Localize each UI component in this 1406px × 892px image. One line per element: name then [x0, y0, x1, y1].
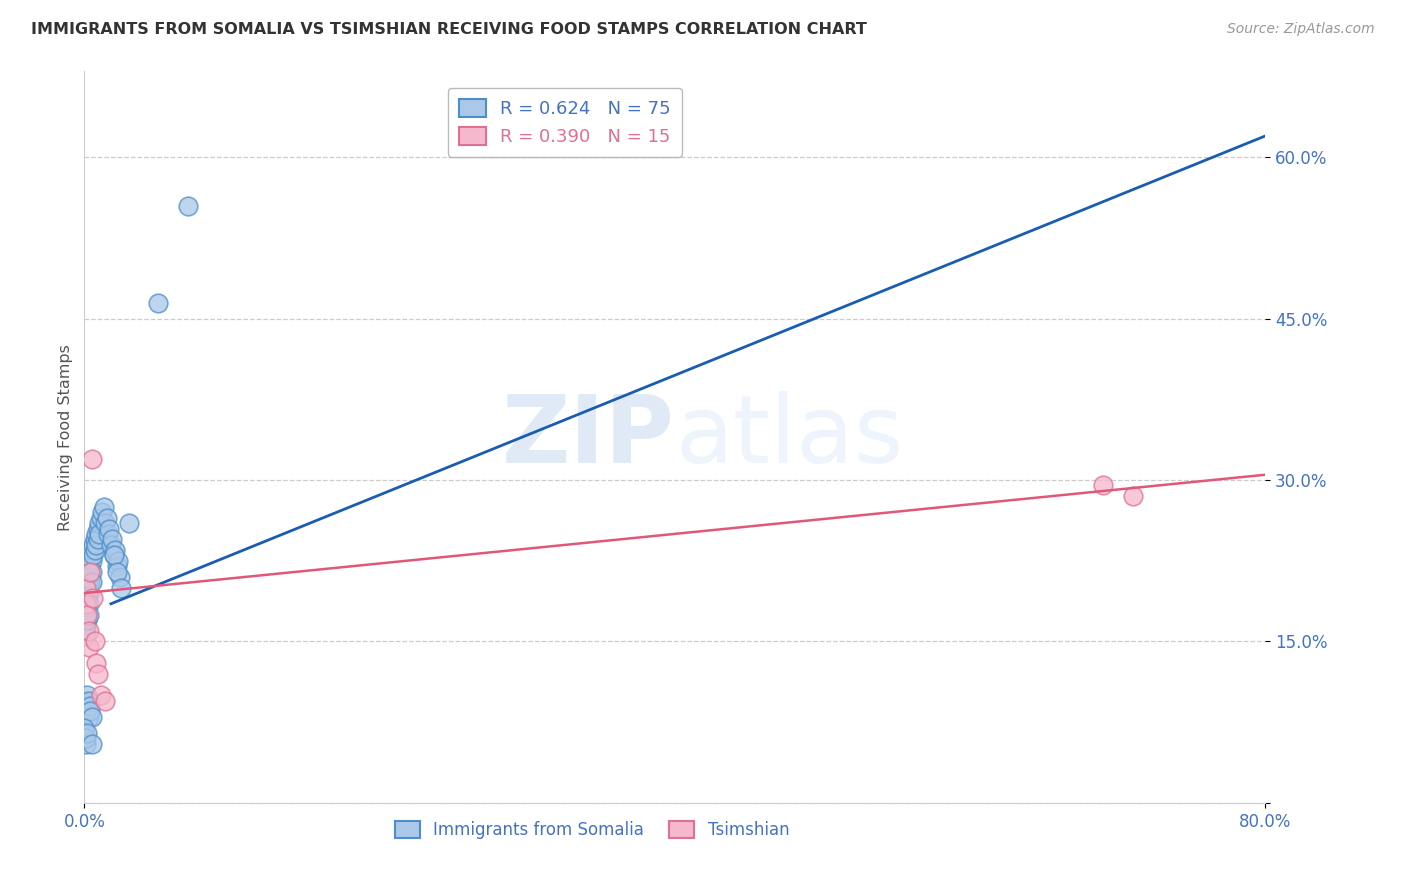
Point — [83, 634, 105, 648]
Point — [84, 656, 107, 670]
Point — [90, 510, 112, 524]
Point — [86, 666, 108, 681]
Point — [118, 516, 141, 530]
Point — [86, 521, 108, 535]
Point — [77, 624, 100, 638]
Point — [80, 575, 103, 590]
Point — [75, 613, 97, 627]
Y-axis label: Receiving Food Stamps: Receiving Food Stamps — [58, 343, 73, 531]
Point — [90, 688, 112, 702]
Point — [76, 607, 98, 622]
Text: Source: ZipAtlas.com: Source: ZipAtlas.com — [1227, 22, 1375, 37]
Point — [105, 559, 128, 574]
Point — [77, 575, 100, 590]
Point — [82, 549, 104, 563]
Point — [87, 516, 111, 530]
Point — [79, 705, 101, 719]
Point — [101, 533, 124, 547]
Text: atlas: atlas — [675, 391, 903, 483]
Point — [84, 527, 107, 541]
Point — [96, 510, 118, 524]
Point — [97, 527, 120, 541]
Point — [177, 199, 200, 213]
Point — [100, 538, 122, 552]
Point — [75, 602, 97, 616]
Point — [76, 607, 98, 622]
Point — [75, 607, 97, 622]
Point — [79, 559, 101, 574]
Point — [75, 737, 97, 751]
Point — [73, 597, 96, 611]
Legend: Immigrants from Somalia, Tsimshian: Immigrants from Somalia, Tsimshian — [388, 814, 796, 846]
Point — [84, 538, 107, 552]
Point — [75, 618, 97, 632]
Point — [75, 698, 97, 713]
Point — [77, 640, 100, 654]
Text: ZIP: ZIP — [502, 391, 675, 483]
Point — [105, 565, 128, 579]
Point — [80, 554, 103, 568]
Point — [75, 693, 97, 707]
Point — [82, 538, 104, 552]
Point — [77, 565, 100, 579]
Point — [110, 581, 132, 595]
Point — [77, 693, 100, 707]
Point — [75, 629, 97, 643]
Point — [103, 549, 125, 563]
Point — [94, 693, 117, 707]
Point — [1092, 478, 1115, 492]
Point — [83, 533, 105, 547]
Point — [80, 565, 103, 579]
Point — [76, 591, 98, 606]
Point — [75, 597, 97, 611]
Point — [79, 698, 101, 713]
Point — [148, 295, 170, 310]
Point — [79, 570, 101, 584]
Point — [79, 549, 101, 563]
Point — [75, 731, 97, 746]
Point — [76, 688, 98, 702]
Point — [80, 710, 103, 724]
Point — [108, 570, 131, 584]
Point — [76, 726, 98, 740]
Point — [77, 554, 100, 568]
Point — [80, 543, 103, 558]
Point — [98, 521, 121, 535]
Point — [104, 543, 127, 558]
Point — [73, 721, 96, 735]
Point — [80, 451, 103, 466]
Point — [75, 597, 97, 611]
Point — [1122, 489, 1144, 503]
Point — [75, 624, 97, 638]
Point — [77, 607, 100, 622]
Point — [76, 613, 98, 627]
Point — [75, 591, 97, 606]
Point — [93, 500, 115, 514]
Point — [76, 559, 98, 574]
Point — [76, 570, 98, 584]
Point — [103, 549, 125, 563]
Point — [91, 505, 114, 519]
Point — [83, 543, 105, 558]
Point — [82, 591, 104, 606]
Point — [107, 554, 129, 568]
Text: IMMIGRANTS FROM SOMALIA VS TSIMSHIAN RECEIVING FOOD STAMPS CORRELATION CHART: IMMIGRANTS FROM SOMALIA VS TSIMSHIAN REC… — [31, 22, 868, 37]
Point — [86, 533, 108, 547]
Point — [77, 597, 100, 611]
Point — [77, 586, 100, 600]
Point — [76, 581, 98, 595]
Point — [76, 597, 98, 611]
Point — [76, 586, 98, 600]
Point — [79, 575, 101, 590]
Point — [80, 737, 103, 751]
Point — [75, 581, 97, 595]
Point — [87, 527, 111, 541]
Point — [77, 710, 100, 724]
Point — [79, 565, 101, 579]
Point — [94, 516, 117, 530]
Point — [76, 705, 98, 719]
